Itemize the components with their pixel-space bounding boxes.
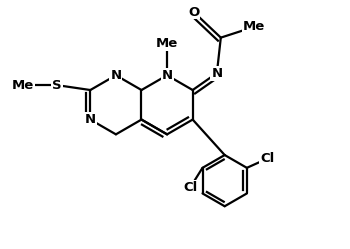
Text: O: O xyxy=(188,5,200,18)
Text: S: S xyxy=(52,79,62,92)
Text: N: N xyxy=(161,69,173,82)
Text: Me: Me xyxy=(243,20,265,33)
Text: N: N xyxy=(211,66,223,80)
Text: Me: Me xyxy=(12,79,34,92)
Text: Cl: Cl xyxy=(260,152,275,166)
Text: Me: Me xyxy=(156,37,178,50)
Text: N: N xyxy=(85,113,96,126)
Text: N: N xyxy=(110,69,121,82)
Text: Cl: Cl xyxy=(183,181,197,194)
